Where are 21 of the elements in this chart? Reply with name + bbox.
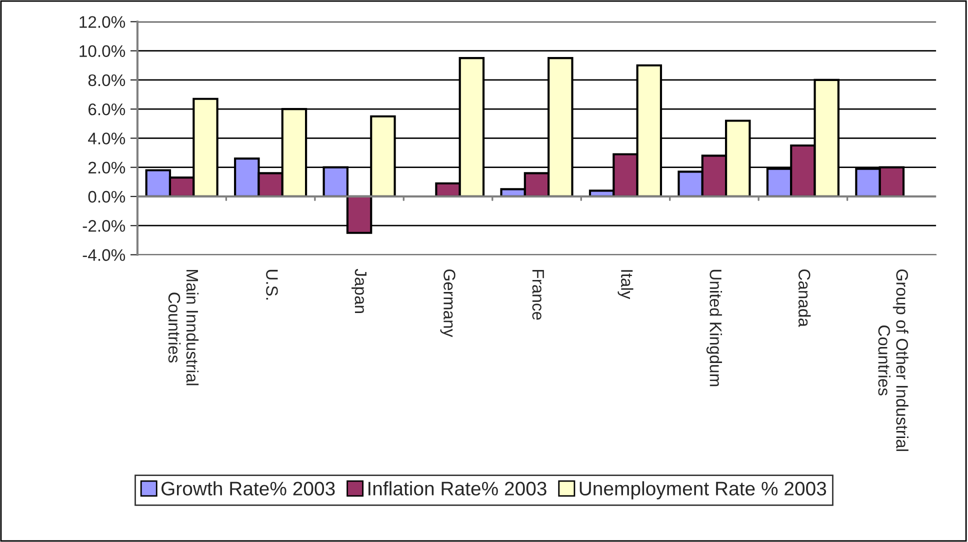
x-tick-label: Japan — [352, 268, 366, 313]
x-tick-label: United Kingdum — [706, 270, 722, 386]
y-tick-label: -2.0% — [82, 220, 126, 232]
y-tick-label: 12.0% — [80, 16, 126, 28]
y-tick-label: 0.0% — [88, 190, 126, 203]
y-tick-label: -4.0% — [82, 249, 126, 261]
y-tick-label: 6.0% — [88, 103, 126, 116]
x-tick-label: France — [532, 270, 544, 320]
x-tick-label: Group of Other Industrial Countries — [878, 269, 908, 451]
y-tick-label: 8.0% — [88, 74, 126, 86]
legend-label: Inflation Rate% 2003 — [368, 481, 546, 496]
x-tick-label: Italy — [618, 270, 634, 300]
y-tick-label: 10.0% — [80, 45, 126, 58]
x-tick-label: Canada — [798, 269, 811, 328]
y-tick-label: 2.0% — [88, 162, 126, 174]
y-tick-label: 4.0% — [88, 132, 126, 144]
x-tick-label: Main Inndustrial Countries — [168, 270, 199, 386]
x-tick-label: U.S. — [266, 270, 278, 300]
legend-label: Unemployment Rate % 2003 — [580, 481, 826, 500]
x-tick-label: Germany — [440, 269, 456, 338]
legend-label: Growth Rate% 2003 — [162, 481, 335, 496]
